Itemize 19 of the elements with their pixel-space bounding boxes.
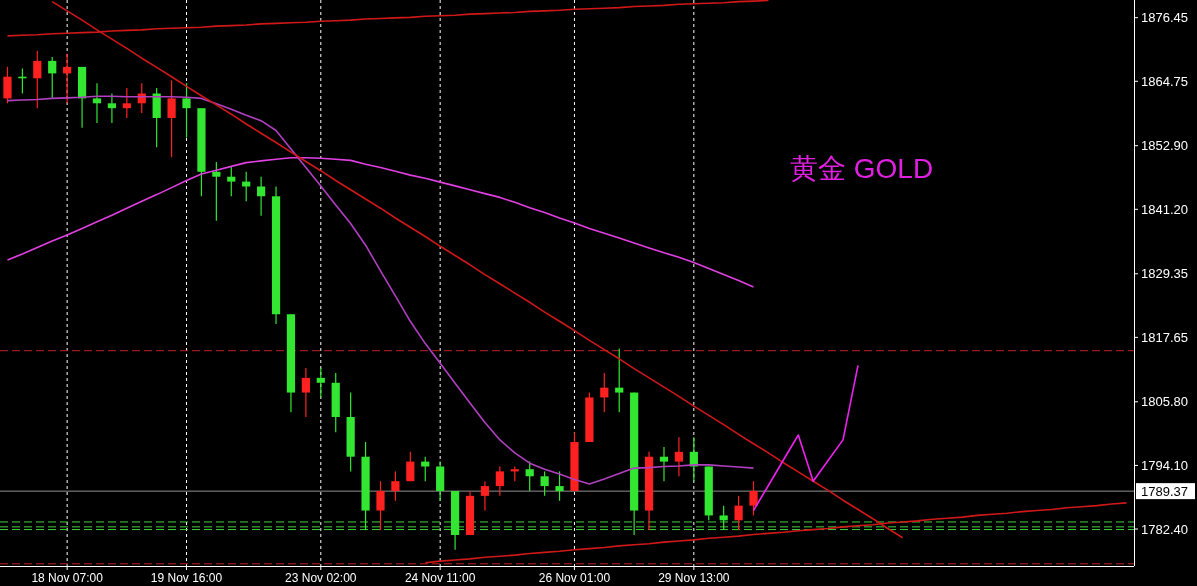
- annotation: 黄金 GOLD: [790, 153, 934, 184]
- y-tick-label: 1852.90: [1141, 138, 1188, 154]
- y-tick-label: 1876.45: [1141, 10, 1188, 26]
- x-tick-label: 23 Nov 02:00: [285, 571, 357, 585]
- y-tick-label: 1841.20: [1141, 201, 1188, 217]
- y-tick-label: 1805.80: [1141, 394, 1188, 410]
- x-tick-label: 19 Nov 16:00: [150, 571, 223, 585]
- line-series: [752, 364, 859, 512]
- y-tick-label: 1782.40: [1141, 521, 1188, 537]
- x-tick-label: 24 Nov 11:00: [404, 571, 476, 585]
- ref-line-label: 1789.37: [1141, 483, 1188, 499]
- x-tick-label: 18 Nov 07:00: [31, 571, 104, 585]
- y-tick-label: 1829.35: [1141, 266, 1188, 282]
- line-series: [6, 156, 755, 288]
- y-tick-label: 1864.75: [1141, 73, 1188, 89]
- x-tick-label: 26 Nov 01:00: [538, 571, 611, 585]
- y-tick-label: 1794.10: [1141, 457, 1188, 473]
- x-tick-label: 29 Nov 13:00: [658, 571, 730, 585]
- y-tick-label: 1817.65: [1141, 329, 1188, 345]
